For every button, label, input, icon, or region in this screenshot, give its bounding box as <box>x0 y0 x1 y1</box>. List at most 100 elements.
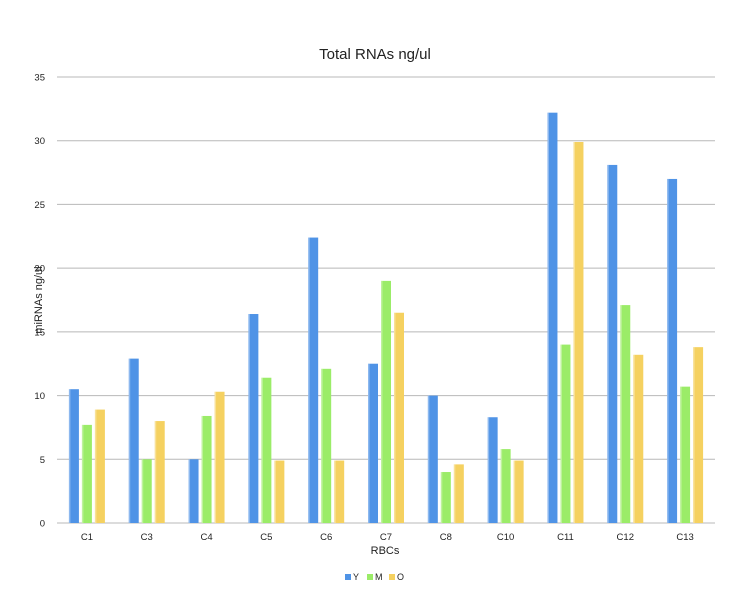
bar-highlight <box>261 377 263 523</box>
bar-Y-C1 <box>68 389 79 523</box>
bars <box>68 112 704 524</box>
bar-highlight <box>620 305 622 523</box>
bar-highlight <box>394 312 396 523</box>
x-tick-label: C8 <box>440 532 452 543</box>
bar-highlight <box>453 464 456 523</box>
x-tick-label: C1 <box>81 532 93 543</box>
bar-highlight <box>381 280 383 523</box>
bar-highlight <box>214 391 217 523</box>
bar-O-C7 <box>394 312 404 523</box>
bar-Y-C4 <box>188 459 199 523</box>
bar-O-C3 <box>154 421 165 523</box>
bar-O-C11 <box>573 141 584 523</box>
x-tick-label: C5 <box>260 532 272 543</box>
bar-O-C8 <box>453 464 464 523</box>
bar-highlight <box>487 417 490 523</box>
y-tick-label: 35 <box>34 73 45 84</box>
legend-swatch-M <box>367 574 373 580</box>
bar-O-C5 <box>274 460 285 523</box>
bar-highlight <box>308 237 310 523</box>
bar-highlight <box>547 112 549 524</box>
bar-highlight <box>633 354 635 523</box>
bar-O-C12 <box>633 354 644 523</box>
x-tick-label: C7 <box>380 532 392 543</box>
bar-O-C10 <box>513 460 524 523</box>
legend-label-M: M <box>375 572 383 582</box>
bar-highlight <box>680 386 682 523</box>
bar-highlight <box>513 460 516 523</box>
bar-Y-C6 <box>308 237 319 523</box>
bar-highlight <box>440 472 443 523</box>
bar-M-C8 <box>440 472 451 523</box>
x-axis-ticks: C1 C3 C4 C5 C6 C7 C8 C10 C11 C12 C13 <box>81 532 694 543</box>
bar-Y-C10 <box>487 417 498 523</box>
x-tick-label: C13 <box>676 532 693 543</box>
x-tick-label: C6 <box>320 532 332 543</box>
bar-Y-C11 <box>547 112 558 524</box>
legend-swatch-Y <box>345 574 351 580</box>
bar-O-C4 <box>214 391 225 523</box>
bar-O-C1 <box>94 409 105 523</box>
bar-highlight <box>693 347 695 523</box>
bar-M-C11 <box>560 344 571 523</box>
bar-M-C5 <box>261 377 272 523</box>
legend-label-O: O <box>397 572 404 582</box>
y-tick-label: 25 <box>34 200 45 211</box>
y-tick-label: 15 <box>34 327 45 338</box>
y-tick-label: 20 <box>34 264 45 275</box>
bar-Y-C13 <box>667 178 678 523</box>
bar-highlight <box>81 424 84 523</box>
bar-Y-C5 <box>248 314 259 523</box>
x-tick-label: C10 <box>497 532 514 543</box>
bar-highlight <box>573 141 575 523</box>
bar-highlight <box>201 415 204 523</box>
bar-highlight <box>141 459 144 523</box>
bar-highlight <box>68 389 71 523</box>
y-axis-ticks: 0 5 10 15 20 25 30 35 <box>34 73 45 530</box>
y-tick-label: 0 <box>40 519 45 530</box>
legend-swatch-O <box>389 574 395 580</box>
bar-highlight <box>427 395 430 523</box>
bar-M-C10 <box>500 449 511 523</box>
bar-M-C6 <box>321 368 332 523</box>
bar-M-C12 <box>620 305 631 523</box>
bar-highlight <box>560 344 562 523</box>
bar-M-C7 <box>381 280 391 523</box>
bar-highlight <box>321 368 323 523</box>
bar-highlight <box>274 460 276 523</box>
bar-Y-C12 <box>607 164 618 523</box>
x-tick-label: C4 <box>200 532 212 543</box>
bar-highlight <box>128 358 131 523</box>
y-axis-label: miRNAs ng/ul <box>33 266 45 333</box>
bar-highlight <box>667 178 669 523</box>
bar-highlight <box>368 363 370 523</box>
y-tick-label: 10 <box>34 391 45 402</box>
bar-M-C13 <box>680 386 691 523</box>
y-tick-label: 5 <box>40 455 45 466</box>
x-axis-label: RBCs <box>371 545 400 557</box>
bar-Y-C7 <box>368 363 378 523</box>
bar-Y-C3 <box>128 358 139 523</box>
y-tick-label: 30 <box>34 136 45 147</box>
bar-highlight <box>248 314 250 523</box>
bar-highlight <box>607 164 609 523</box>
bar-O-C6 <box>334 460 345 523</box>
legend-label-Y: Y <box>353 572 359 582</box>
bar-highlight <box>500 449 503 523</box>
bar-highlight <box>188 459 191 523</box>
bar-highlight <box>94 409 97 523</box>
bar-Y-C8 <box>427 395 438 523</box>
bar-M-C1 <box>81 424 92 523</box>
bar-highlight <box>154 421 157 523</box>
chart-title: Total RNAs ng/ul <box>319 46 431 63</box>
bar-M-C4 <box>201 415 212 523</box>
bar-highlight <box>334 460 336 523</box>
x-tick-label: C3 <box>141 532 153 543</box>
x-tick-label: C11 <box>557 532 574 543</box>
bar-M-C3 <box>141 459 152 523</box>
bar-O-C13 <box>693 347 704 523</box>
x-tick-label: C12 <box>617 532 634 543</box>
